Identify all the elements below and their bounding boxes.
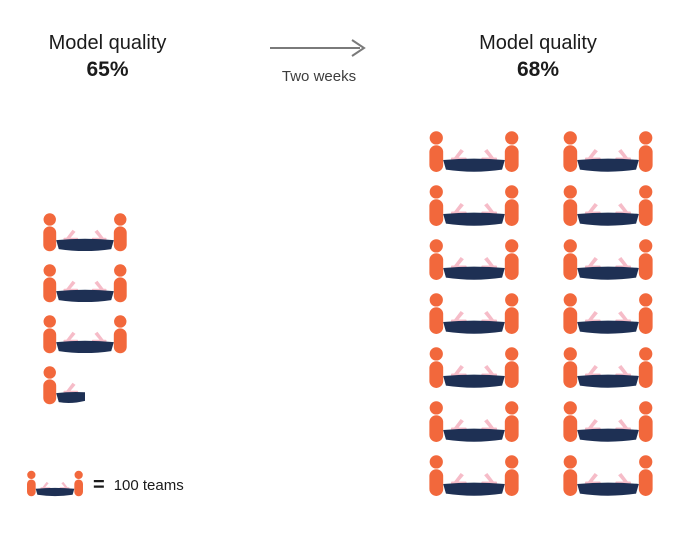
after-value: 68%	[516, 58, 560, 81]
team-icon	[428, 130, 520, 178]
team-icon	[562, 454, 654, 502]
team-icon	[562, 130, 654, 178]
before-panel-header: Model quality 65%	[15, 30, 200, 83]
transition-label: Two weeks	[281, 68, 357, 85]
team-icon	[428, 400, 520, 448]
team-icon	[42, 212, 128, 257]
legend-team-icon	[26, 470, 84, 500]
team-icon	[562, 400, 654, 448]
team-icon	[562, 346, 654, 394]
before-pictograph	[42, 212, 128, 410]
legend: = 100 teams	[26, 470, 184, 500]
after-panel-header: Model quality 68%	[438, 30, 638, 83]
team-icon	[562, 238, 654, 286]
team-icon	[428, 238, 520, 286]
transition-arrow-icon	[268, 36, 370, 60]
team-icon	[428, 184, 520, 232]
after-title: Model quality	[479, 32, 597, 54]
team-icon	[562, 292, 654, 340]
legend-label: 100 teams	[113, 476, 184, 494]
team-icon	[428, 454, 520, 502]
team-icon	[428, 292, 520, 340]
team-icon	[42, 314, 128, 359]
team-icon	[562, 184, 654, 232]
team-icon	[428, 346, 520, 394]
before-value: 65%	[86, 58, 129, 81]
after-pictograph	[428, 130, 654, 502]
team-icon	[42, 263, 128, 308]
before-title: Model quality	[48, 32, 167, 54]
legend-equals-sign: =	[93, 474, 105, 496]
team-icon-half	[42, 365, 85, 410]
